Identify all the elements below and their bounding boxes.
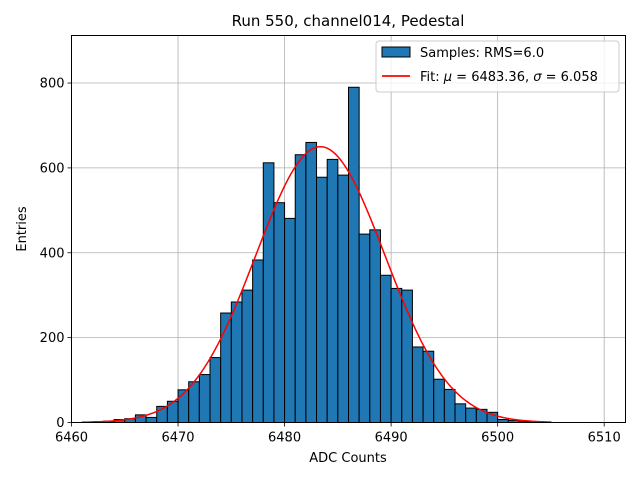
fit-curve [82, 145, 551, 423]
histogram-bar [305, 141, 318, 423]
legend-fit-sigma-symbol: σ [533, 70, 542, 85]
x-axis-label: ADC Counts [309, 451, 387, 466]
x-tick-label: 6460 [55, 431, 88, 446]
x-tick-label: 6490 [375, 431, 408, 446]
histogram-bar [443, 388, 456, 423]
y-tick-label: 200 [40, 331, 65, 346]
histogram-bar [454, 403, 467, 424]
histogram-bar [145, 416, 158, 424]
histogram-bar [284, 217, 296, 423]
y-axis-label: Entries [15, 206, 30, 252]
chart-title: Run 550, channel014, Pedestal [232, 12, 465, 30]
y-tick-label: 400 [40, 246, 65, 261]
histogram-bar [188, 381, 200, 423]
y-tick-label: 800 [40, 77, 65, 92]
legend-histogram-label: Samples: RMS=6.0 [420, 46, 544, 61]
legend-box [375, 40, 620, 93]
y-tick-label: 600 [40, 161, 65, 176]
histogram-bar [273, 202, 286, 423]
histogram-bar [379, 274, 392, 423]
histogram-bar [358, 233, 371, 423]
histogram-bar [433, 378, 445, 423]
legend-histogram-swatch [381, 46, 411, 58]
histogram-bars [81, 86, 552, 424]
histogram-bar [465, 407, 477, 423]
histogram-bar [316, 176, 328, 423]
histogram-bar [390, 287, 403, 423]
histogram-bar [252, 259, 264, 423]
histogram-bar [411, 346, 424, 423]
legend-fit-mu-symbol: μ [443, 70, 452, 85]
histogram-bar [294, 154, 307, 423]
histogram-bar [262, 162, 275, 423]
histogram-bar [326, 158, 339, 423]
histogram-bar [241, 289, 254, 423]
plot-frame [71, 35, 626, 423]
histogram-bar [177, 389, 190, 423]
x-tick-label: 6510 [588, 431, 621, 446]
x-tick-label: 6480 [268, 431, 301, 446]
legend-fit-prefix: Fit: [420, 70, 444, 85]
histogram-bar [348, 86, 360, 423]
legend-fit-sigma-value: = 6.058 [541, 70, 597, 85]
legend: Samples: RMS=6.0 Fit: μ = 6483.36, σ = 6… [375, 40, 620, 93]
legend-fit-label: Fit: μ = 6483.36, σ = 6.058 [420, 70, 598, 85]
x-tick-label: 6470 [161, 431, 194, 446]
histogram-bar [369, 229, 381, 423]
y-tick-label: 0 [56, 416, 64, 431]
legend-fit-mu-value: = 6483.36, [452, 70, 533, 85]
histogram-bar [209, 357, 222, 423]
y-axis-ticks: 0 200 400 600 800 [40, 77, 72, 431]
x-tick-label: 6500 [481, 431, 514, 446]
histogram-bar [337, 174, 350, 423]
histogram-bar [198, 374, 211, 424]
x-axis-ticks: 6460 6470 6480 6490 6500 6510 [55, 422, 621, 446]
histogram-bar [230, 301, 243, 424]
